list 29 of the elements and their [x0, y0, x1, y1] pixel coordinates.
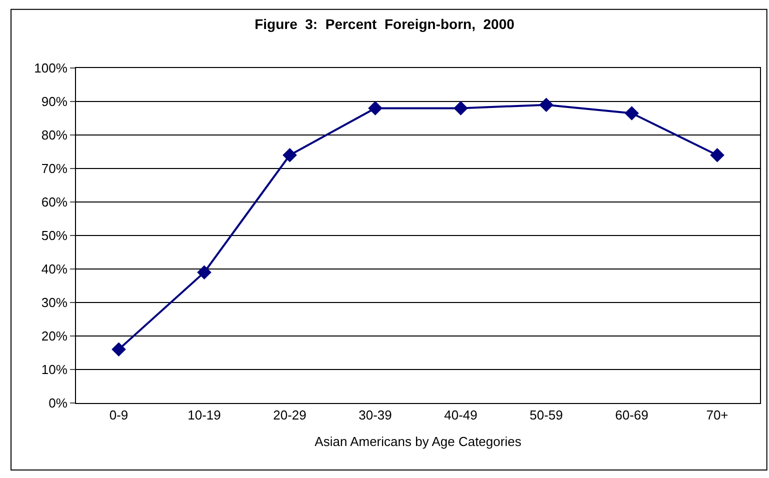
point [282, 148, 297, 162]
point [112, 342, 126, 357]
y-tick-label: 0% [48, 396, 68, 411]
y-tick-label: 40% [41, 262, 68, 277]
y-tick-label: 50% [41, 228, 68, 244]
y-tick-label: 30% [41, 295, 68, 310]
x-tick-label: 20-29 [273, 408, 306, 423]
y-tick-label: 10% [41, 362, 68, 378]
y-tick-label: 20% [41, 328, 68, 344]
point [368, 101, 382, 116]
y-tick-label: 90% [41, 94, 68, 110]
y-tick-label: 80% [41, 128, 68, 143]
y-tick-label: 60% [41, 194, 68, 210]
y-tick-label: 70% [41, 161, 68, 176]
point [197, 265, 212, 280]
point [454, 101, 468, 116]
x-tick-label: 70+ [706, 408, 728, 423]
x-tick-label: 40-49 [444, 408, 478, 423]
point [710, 148, 724, 162]
y-tick-label: 100% [34, 60, 68, 76]
chart-title: Figure 3: Percent Foreign-born, 2000 [254, 16, 515, 32]
x-tick-label: 30-39 [358, 408, 392, 423]
x-axis-title: Asian Americans by Age Categories [314, 434, 522, 450]
x-tick-label: 50-59 [530, 408, 563, 423]
x-tick-label: 10-19 [188, 408, 221, 423]
point [624, 106, 639, 120]
point [539, 98, 554, 112]
x-tick-label: 60-69 [615, 408, 648, 423]
x-tick-label: 0-9 [109, 408, 128, 423]
